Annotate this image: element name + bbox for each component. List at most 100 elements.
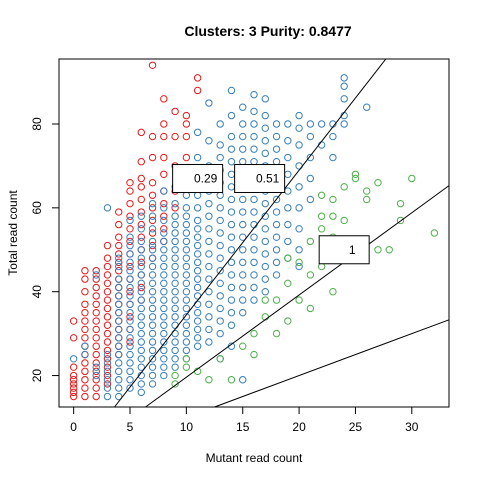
point-green-11: [272, 329, 281, 338]
point-red-24: [92, 392, 100, 401]
point-blue-228: [239, 308, 247, 317]
point-blue-312: [306, 132, 315, 141]
point-green-0: [171, 380, 179, 388]
point-red-49: [103, 304, 112, 313]
point-red-109: [148, 132, 157, 141]
point-blue-48: [126, 233, 134, 241]
point-green-36: [385, 246, 393, 254]
point-red-96: [137, 195, 145, 204]
point-blue-159: [193, 308, 202, 317]
point-blue-234: [239, 233, 247, 241]
point-red-130: [182, 111, 191, 120]
point-green-5: [205, 376, 213, 384]
point-red-69: [115, 250, 123, 258]
point-red-1: [69, 388, 78, 397]
point-red-8: [69, 317, 78, 325]
point-red-74: [126, 338, 134, 346]
point-green-7: [227, 376, 236, 384]
x-tick-label-5: 25: [349, 420, 363, 434]
line-label-1: 0.51: [256, 171, 280, 185]
point-red-105: [148, 204, 157, 212]
point-blue-162: [193, 283, 202, 292]
line-label-box-1: [234, 163, 286, 193]
point-blue-275: [261, 124, 269, 132]
point-red-106: [148, 191, 157, 199]
point-blue-105: [160, 262, 168, 271]
point-red-35: [92, 300, 100, 308]
point-blue-75: [148, 346, 157, 355]
point-blue-245: [250, 296, 258, 304]
point-red-129: [182, 120, 191, 128]
point-blue-169: [193, 225, 202, 233]
point-blue-34: [126, 350, 134, 359]
point-blue-72: [148, 371, 157, 380]
point-blue-47: [126, 241, 134, 250]
point-blue-262: [261, 288, 269, 296]
point-blue-111: [160, 204, 168, 212]
point-red-125: [171, 107, 179, 116]
point-blue-88: [148, 237, 157, 246]
point-blue-202: [216, 216, 224, 225]
point-red-13: [81, 359, 89, 367]
point-blue-201: [216, 229, 224, 237]
point-blue-197: [216, 279, 224, 288]
point-blue-37: [126, 325, 134, 334]
point-green-28: [340, 216, 348, 225]
point-blue-53: [137, 363, 145, 371]
point-red-54: [103, 262, 112, 271]
point-red-29: [92, 350, 100, 359]
point-red-119: [160, 120, 168, 128]
point-blue-232: [239, 258, 247, 267]
point-blue-287: [272, 158, 281, 166]
point-blue-136: [182, 338, 191, 346]
point-blue-145: [182, 262, 191, 271]
point-blue-200: [216, 241, 224, 250]
point-red-110: [148, 61, 157, 69]
point-blue-324: [363, 103, 371, 111]
point-blue-186: [205, 212, 213, 220]
point-green-30: [351, 174, 360, 183]
point-blue-249: [250, 246, 258, 254]
point-blue-203: [216, 204, 224, 212]
point-green-18: [306, 271, 315, 279]
point-blue-125: [171, 262, 179, 271]
point-blue-281: [272, 233, 281, 241]
point-red-80: [126, 262, 134, 271]
point-blue-93: [160, 363, 168, 371]
point-blue-180: [205, 288, 213, 296]
point-red-127: [182, 153, 191, 162]
point-red-23: [81, 267, 89, 275]
point-blue-168: [193, 233, 202, 241]
point-red-117: [160, 153, 168, 162]
point-blue-131: [171, 212, 179, 220]
point-blue-273: [261, 149, 269, 158]
point-red-0: [69, 392, 78, 401]
x-axis-label: Mutant read count: [206, 451, 303, 465]
point-blue-16: [115, 367, 123, 376]
point-green-17: [306, 304, 315, 313]
point-blue-156: [193, 334, 202, 342]
point-blue-196: [216, 292, 224, 300]
point-blue-210: [227, 321, 236, 329]
point-blue-227: [227, 86, 236, 95]
point-blue-30: [126, 384, 134, 392]
point-blue-14: [115, 384, 123, 392]
y-axis-label: Total read count: [6, 190, 20, 276]
point-blue-257: [250, 145, 258, 153]
point-green-19: [306, 237, 315, 246]
point-blue-118: [171, 321, 179, 329]
point-red-91: [137, 258, 145, 267]
point-blue-91: [148, 199, 157, 208]
point-blue-295: [284, 187, 292, 195]
point-blue-119: [171, 313, 179, 321]
point-blue-248: [250, 258, 258, 267]
point-red-47: [103, 321, 112, 329]
x-tick-label-1: 5: [127, 420, 134, 434]
point-blue-17: [115, 359, 123, 367]
point-blue-229: [239, 296, 247, 304]
x-tick-label-3: 15: [236, 420, 250, 434]
point-blue-317: [329, 132, 337, 141]
point-blue-90: [148, 212, 157, 220]
point-red-87: [126, 178, 134, 187]
x-tick-label-4: 20: [292, 420, 306, 434]
